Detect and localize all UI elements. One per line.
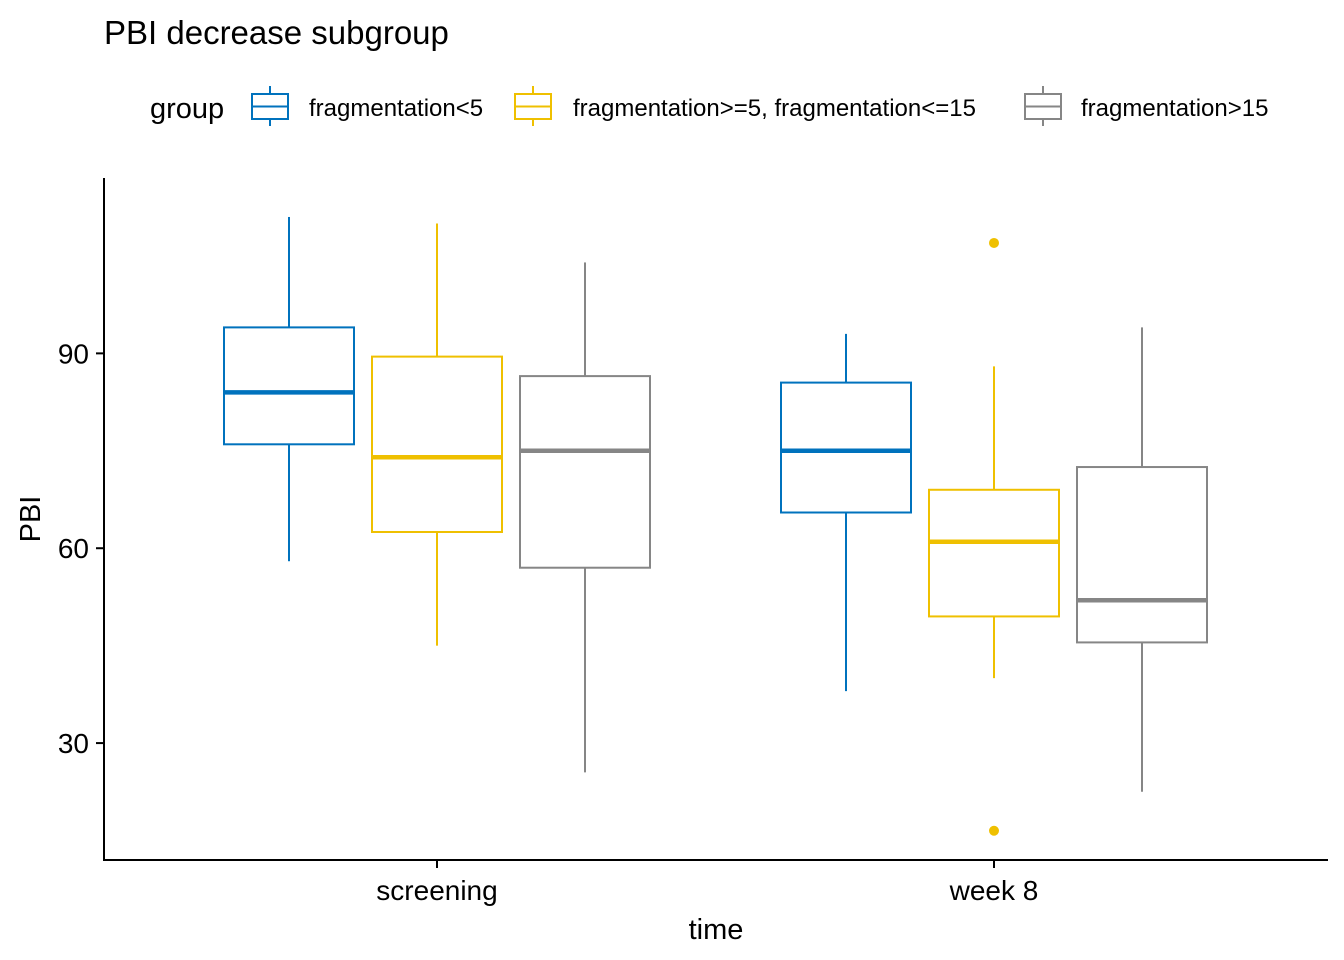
legend-title: group <box>150 93 224 125</box>
y-tick-label: 30 <box>58 728 89 759</box>
legend-item-2: fragmentation>15 <box>1024 86 1268 126</box>
box-1-0 <box>371 223 503 646</box>
box-0-0 <box>223 216 355 562</box>
outlier-point <box>989 825 999 836</box>
box-body <box>1076 466 1208 644</box>
box-1-1 <box>928 237 1060 836</box>
x-tick-label: screening <box>376 875 497 906</box>
box-body <box>780 381 912 514</box>
y-axis-ticks: 30 60 90 <box>58 338 104 759</box>
y-tick-label: 60 <box>58 533 89 564</box>
plot-area <box>223 216 1208 836</box>
y-axis-label: PBI <box>15 496 47 543</box>
x-axis-label: time <box>689 914 744 946</box>
chart-title: PBI decrease subgroup <box>104 14 449 51</box>
x-axis-ticks: screening week 8 <box>376 860 1038 906</box>
legend-label: fragmentation<5 <box>309 95 483 122</box>
box-2-0 <box>519 262 651 773</box>
legend-item-0: fragmentation<5 <box>251 86 483 126</box>
box-body <box>519 375 651 569</box>
box-body <box>223 326 355 446</box>
outlier-point <box>989 237 999 248</box>
y-tick-label: 90 <box>58 338 89 369</box>
box-2-1 <box>1076 327 1208 792</box>
box-body <box>371 355 503 533</box>
x-tick-label: week 8 <box>949 875 1039 906</box>
legend-label: fragmentation>=5, fragmentation<=15 <box>573 95 976 122</box>
legend: fragmentation<5 fragmentation>=5, fragmen… <box>251 86 1268 126</box>
box-body <box>928 488 1060 618</box>
box-0-1 <box>780 333 912 692</box>
legend-item-1: fragmentation>=5, fragmentation<=15 <box>514 86 976 126</box>
legend-label: fragmentation>15 <box>1081 95 1268 122</box>
